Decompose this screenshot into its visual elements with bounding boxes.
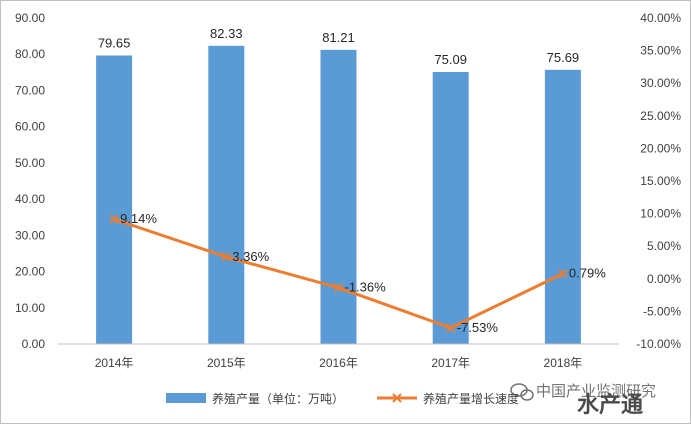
line-value-label: -7.53%: [457, 320, 499, 335]
x-tick-label: 2018年: [544, 356, 583, 370]
y-left-tick-label: 70.00: [15, 83, 45, 97]
line-point-x-marker: [445, 323, 456, 333]
bar: [544, 69, 581, 345]
line-series: [109, 214, 568, 333]
y-left-tick-label: 20.00: [15, 265, 45, 279]
line-point-x-marker: [558, 268, 568, 279]
y-right-tick-label: -10.00%: [636, 337, 681, 351]
bar-value-label: 82.33: [210, 26, 243, 41]
line-value-label: 0.79%: [569, 266, 606, 281]
bar-data-labels: 79.65 82.33 81.21 75.09 75.69: [98, 26, 579, 67]
bar: [208, 45, 245, 345]
line-value-label: 3.36%: [232, 249, 269, 264]
bar: [320, 49, 357, 345]
y-left-tick-label: 10.00: [15, 301, 45, 315]
bar-value-label: 79.65: [98, 35, 131, 50]
bar: [96, 55, 133, 345]
y-right-tick-label: -5.00%: [643, 304, 681, 318]
x-axis: 2014年 2015年 2016年 2017年 2018年: [95, 356, 583, 370]
y-right-tick-label: 40.00%: [640, 11, 681, 25]
watermark-small-text: 中国产业监测研究: [536, 382, 656, 400]
x-tick-label: 2017年: [431, 356, 470, 370]
y-left-tick-label: 0.00: [22, 337, 46, 351]
y-left-tick-label: 50.00: [15, 156, 45, 170]
line-point-x-marker: [109, 214, 119, 224]
bar-series: [96, 45, 581, 345]
bar-value-label: 75.09: [434, 52, 467, 67]
bar-value-label: 75.69: [547, 50, 580, 65]
left-axis: 0.00 10.00 20.00 30.00 40.00 50.00 60.00 70.00 8…: [15, 11, 45, 351]
line-data-labels: 9.14% 3.36% -1.36% -7.53% 0.79%: [120, 211, 606, 335]
bar: [432, 72, 469, 345]
legend-label-bar: 养殖产量（单位：万吨）: [212, 391, 344, 406]
line-point-x-marker: [221, 252, 232, 262]
y-left-tick-label: 40.00: [15, 192, 45, 206]
watermark-big-text: 水产通: [577, 393, 643, 418]
line-value-label: -1.36%: [345, 280, 387, 295]
right-axis: -10.00% -5.00% 0.00% 5.00% 10.00% 15.00% 20.00…: [636, 11, 681, 351]
y-left-tick-label: 90.00: [15, 11, 45, 25]
wechat-icon: [510, 383, 534, 401]
y-right-tick-label: 30.00%: [640, 76, 681, 90]
y-right-tick-label: 0.00%: [647, 272, 681, 286]
watermark: 中国产业监测研究 水产通: [510, 382, 656, 418]
y-right-tick-label: 20.00%: [640, 141, 681, 155]
legend-marker-x-icon: [392, 393, 402, 403]
legend: 养殖产量（单位：万吨） 养殖产量增长速度: [166, 391, 519, 406]
y-right-tick-label: 5.00%: [647, 239, 681, 253]
y-left-tick-label: 60.00: [15, 120, 45, 134]
legend-label-line: 养殖产量增长速度: [423, 391, 519, 406]
x-tick-label: 2016年: [319, 356, 358, 370]
x-tick-label: 2015年: [207, 356, 246, 370]
bar-value-label: 81.21: [322, 30, 355, 45]
line-value-label: 9.14%: [120, 211, 157, 226]
y-left-tick-label: 80.00: [15, 47, 45, 61]
y-right-tick-label: 35.00%: [640, 44, 681, 58]
y-right-tick-label: 10.00%: [640, 207, 681, 221]
legend-swatch-bar: [166, 393, 206, 403]
x-tick-label: 2014年: [95, 356, 134, 370]
line-point-x-marker: [333, 282, 344, 293]
y-right-tick-label: 25.00%: [640, 109, 681, 123]
y-left-tick-label: 30.00: [15, 228, 45, 242]
y-right-tick-label: 15.00%: [640, 174, 681, 188]
